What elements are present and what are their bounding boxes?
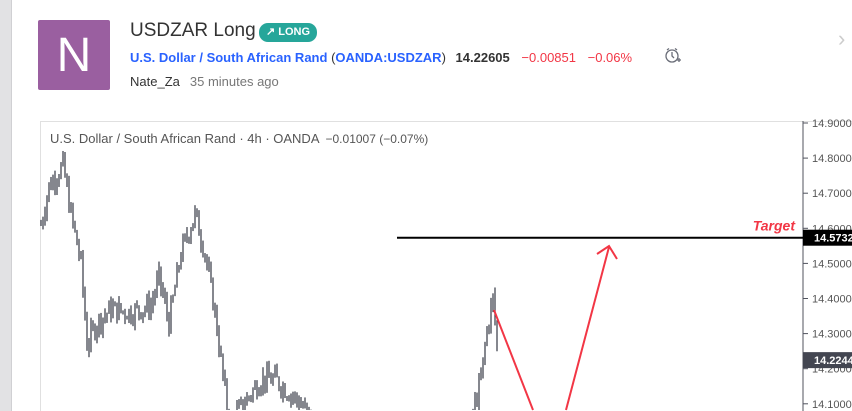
left-panel-edge [0, 0, 12, 411]
arrow-up-right-icon: ↗ [266, 26, 276, 38]
symbol-line: U.S. Dollar / South African Rand (OANDA:… [130, 50, 632, 65]
axis-tick-label: 14.1000 [812, 399, 852, 411]
chevron-right-icon[interactable]: › [838, 26, 846, 51]
author-link[interactable]: Nate_Za [130, 74, 180, 89]
symbol-ticker-link[interactable]: OANDA:USDZAR [335, 50, 442, 65]
avatar[interactable]: N [38, 20, 110, 90]
last-price-tag [803, 352, 852, 369]
legend-change: −0.01007 (−0.07%) [325, 132, 429, 146]
price: 14.22605 [455, 50, 510, 65]
price-change: −0.00851 [521, 50, 576, 65]
idea-meta: Nate_Za 35 minutes ago [130, 74, 279, 89]
idea-card [12, 0, 852, 411]
add-alert-icon[interactable] [664, 47, 682, 65]
badge-label: LONG [278, 26, 311, 38]
axis-tick-label: 14.8000 [812, 153, 852, 165]
target-price-tag [803, 229, 852, 246]
chart-area[interactable] [40, 121, 852, 411]
arrow-head-icon [596, 244, 618, 260]
axis-tick-label: 14.4000 [812, 294, 852, 306]
candles [40, 150, 498, 410]
target-label: Target [753, 218, 797, 234]
paren-close: ) [441, 50, 446, 65]
symbol-name-link[interactable]: U.S. Dollar / South African Rand [130, 50, 328, 65]
drawing-up-arrow [565, 246, 610, 411]
paren-open: ( [331, 50, 336, 65]
published-time: 35 minutes ago [189, 74, 279, 89]
chart-legend: U.S. Dollar / South African Rand · 4h · … [50, 131, 428, 146]
drawing-down-line [493, 309, 534, 411]
long-badge: ↗ LONG [259, 23, 318, 42]
axis-tick-label: 14.3000 [812, 329, 852, 341]
legend-symbol: U.S. Dollar / South African Rand · 4h · … [50, 131, 320, 146]
idea-title: USDZAR Long [130, 20, 256, 41]
axis-tick-label: 14.5000 [812, 258, 852, 270]
price-change-pct: −0.06% [587, 50, 633, 65]
axis-tick-label: 14.9000 [812, 118, 852, 130]
target-price-label: 14.5732 [814, 233, 852, 245]
axis-tick-label: 14.7000 [812, 188, 852, 200]
last-price-label: 14.2244 [814, 355, 852, 367]
